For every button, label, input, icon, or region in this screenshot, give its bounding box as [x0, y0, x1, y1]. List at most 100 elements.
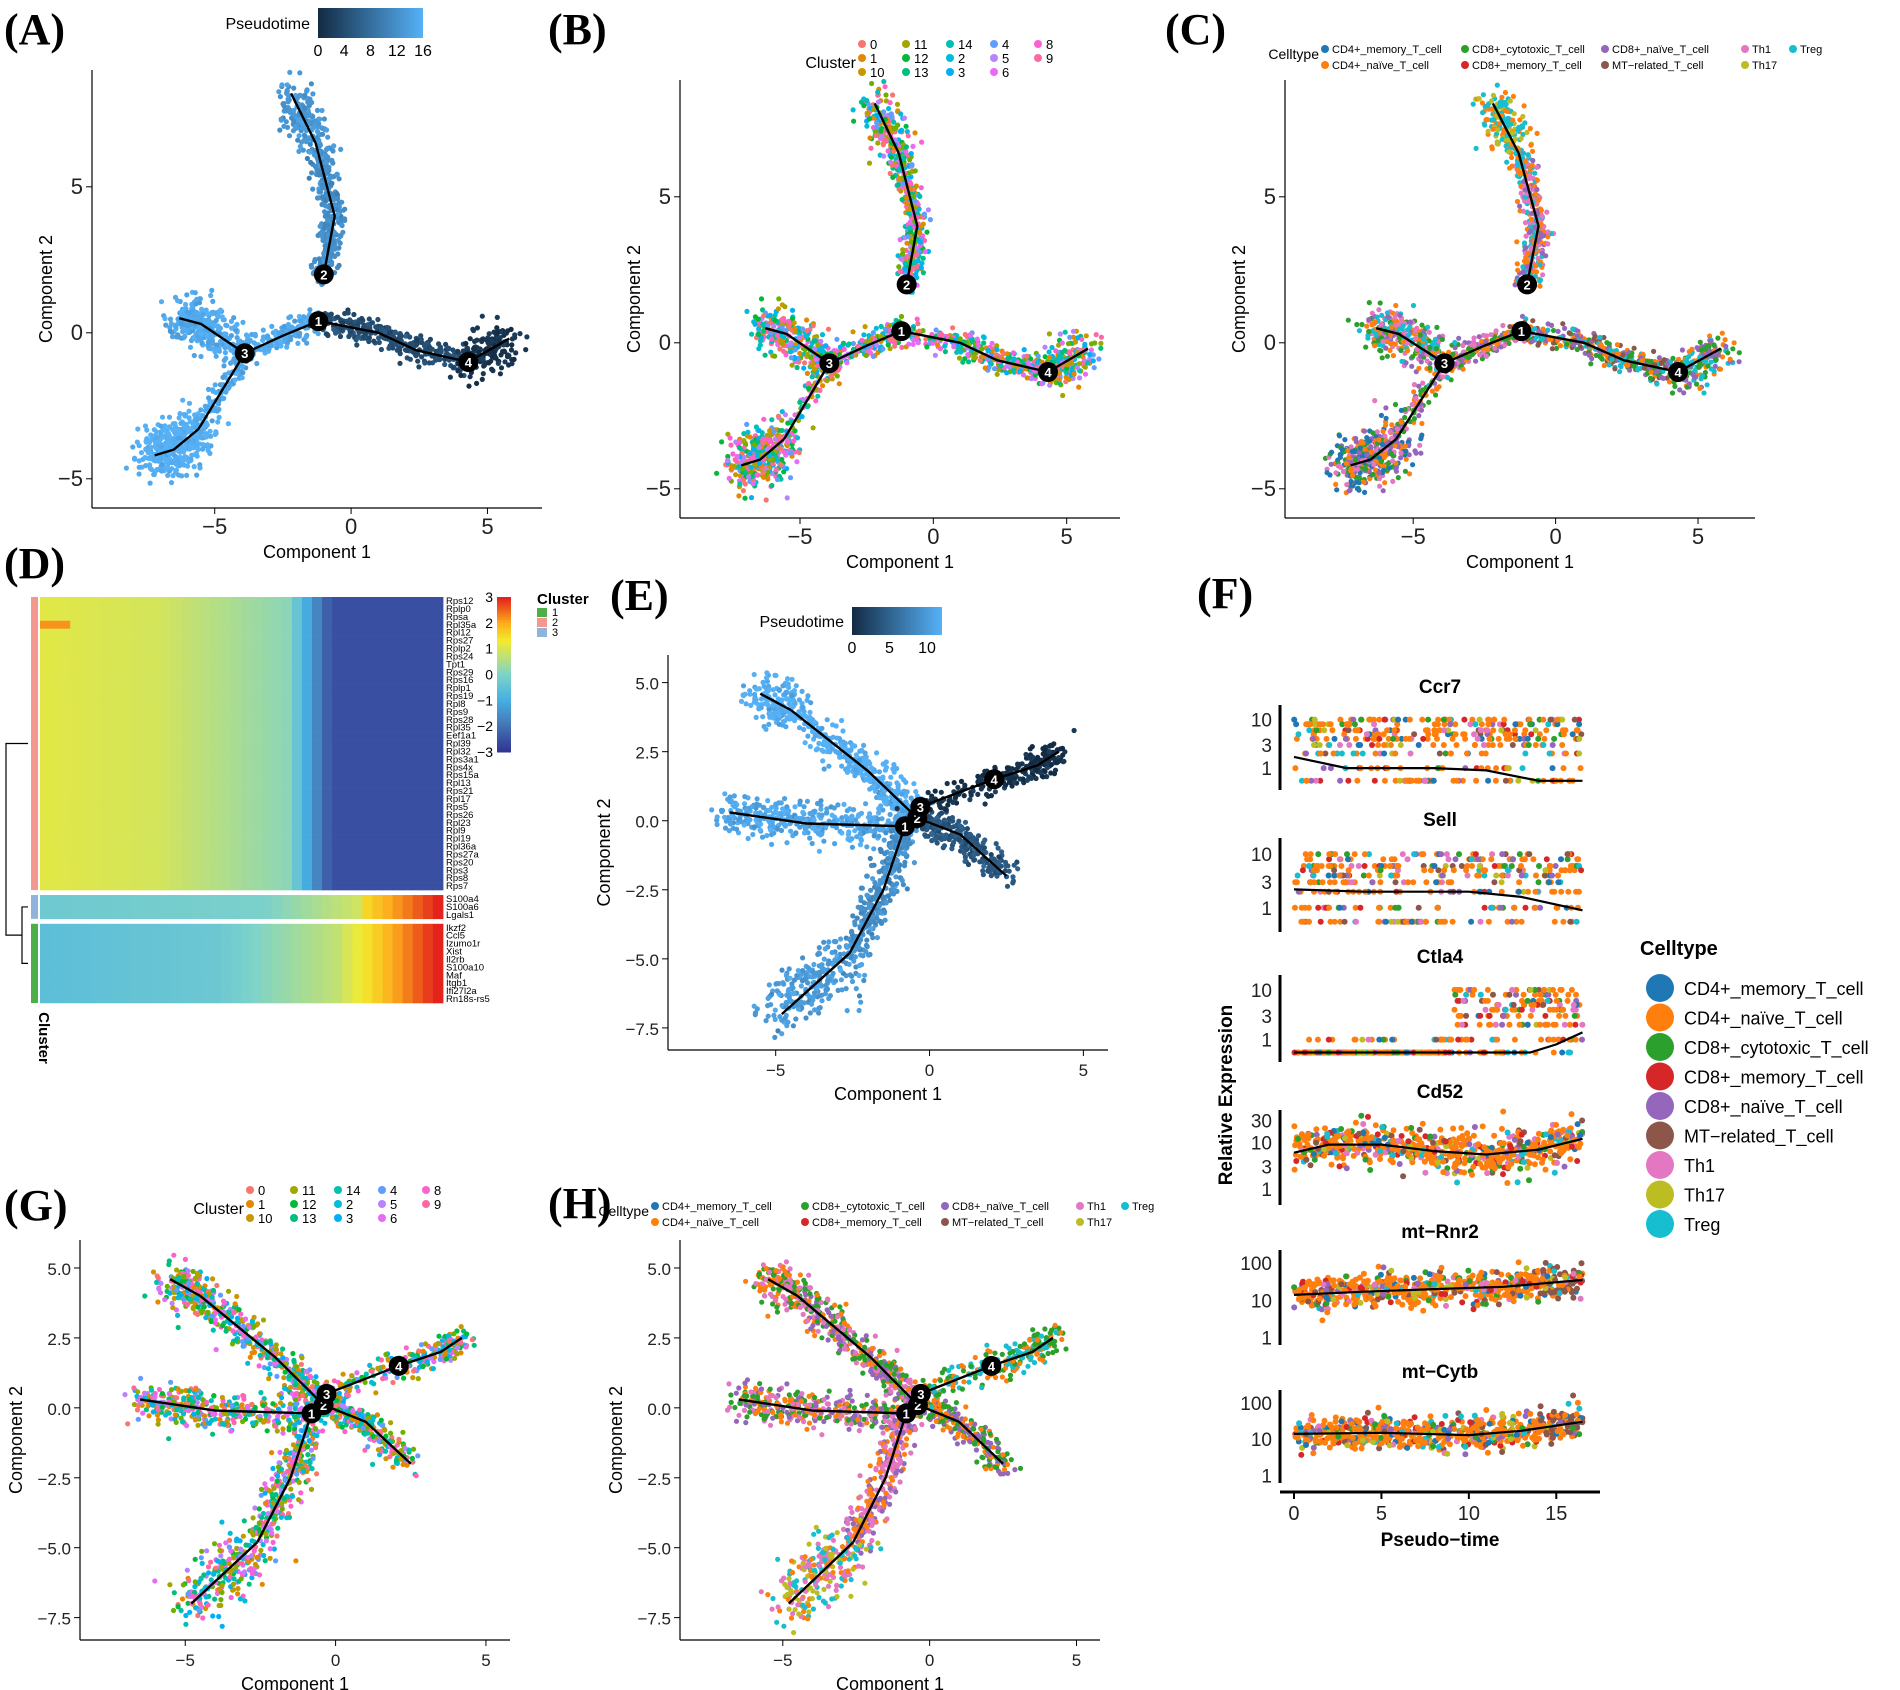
cell-point — [186, 408, 192, 414]
cell-point — [1375, 338, 1381, 344]
cell-point — [205, 311, 211, 317]
cell-point — [756, 326, 762, 332]
cell-point — [178, 321, 184, 327]
cell-point — [240, 319, 246, 325]
cell-point — [898, 313, 905, 320]
cell-point — [1425, 324, 1431, 330]
cell-point — [298, 322, 305, 328]
cell-point — [914, 316, 920, 322]
cell-point — [212, 323, 218, 329]
panel-label: (D) — [4, 539, 65, 588]
cell-point — [302, 133, 308, 139]
cell-point — [336, 176, 342, 182]
cell-point — [205, 339, 211, 345]
cell-point — [889, 114, 895, 120]
cell-point — [199, 435, 205, 441]
cell-point — [1390, 458, 1396, 464]
cell-point — [892, 125, 899, 131]
cell-point — [220, 396, 226, 402]
panel-label: (G) — [4, 1181, 68, 1230]
cell-point — [1005, 355, 1011, 362]
cell-point — [1357, 445, 1363, 451]
cell-point — [209, 287, 215, 293]
x-tick-label: −5 — [202, 514, 227, 539]
cell-point — [719, 439, 725, 445]
cell-point — [900, 251, 906, 257]
cell-point — [280, 101, 286, 107]
cell-point — [159, 435, 165, 441]
cell-point — [240, 364, 246, 370]
cell-point — [994, 347, 1000, 353]
cell-point — [1374, 429, 1380, 435]
cell-point — [903, 123, 909, 129]
cell-point — [1349, 473, 1356, 479]
cell-point — [1021, 347, 1027, 353]
cell-point — [1369, 310, 1375, 316]
cell-point — [761, 416, 767, 422]
cell-point — [871, 106, 877, 113]
cell-point — [736, 444, 742, 451]
cell-point — [151, 427, 157, 433]
cell-point — [470, 327, 477, 334]
cell-point — [1039, 381, 1045, 387]
cell-point — [908, 151, 914, 157]
cell-point — [731, 463, 737, 469]
branch-node-label: 3 — [241, 346, 248, 361]
cell-point — [1098, 334, 1104, 340]
cell-point — [232, 324, 238, 330]
cell-point — [792, 347, 798, 353]
cell-point — [787, 450, 794, 456]
cell-point — [1004, 370, 1010, 376]
cell-point — [1065, 341, 1072, 347]
x-tick-label: −5 — [1401, 524, 1426, 549]
cell-point — [254, 360, 260, 367]
cell-point — [281, 323, 287, 329]
cell-point — [155, 439, 161, 445]
cell-point — [274, 341, 280, 348]
cell-point — [198, 429, 204, 435]
cell-point — [509, 361, 515, 367]
cell-point — [345, 310, 351, 316]
cell-point — [741, 438, 747, 444]
cell-point — [1426, 399, 1432, 405]
cell-point — [752, 314, 759, 320]
cell-point — [977, 358, 983, 364]
cell-point — [889, 162, 895, 168]
cell-point — [504, 354, 511, 360]
cell-point — [813, 398, 819, 404]
cell-point — [287, 69, 293, 75]
branch-node-label: 2 — [903, 277, 910, 292]
cell-point — [173, 461, 179, 467]
cell-point — [340, 229, 346, 235]
cell-point — [864, 110, 870, 116]
cell-point — [194, 472, 200, 478]
cell-point — [319, 125, 325, 131]
cell-point — [797, 350, 803, 356]
cell-point — [820, 383, 826, 389]
cell-point — [1372, 398, 1378, 404]
cell-point — [1493, 328, 1499, 334]
cell-point — [1355, 466, 1361, 472]
cell-point — [225, 421, 231, 427]
cell-point — [1363, 344, 1369, 350]
cell-point — [285, 96, 291, 102]
cell-point — [215, 401, 222, 407]
cell-point — [864, 123, 870, 129]
cell-point — [184, 472, 190, 478]
cell-point — [492, 355, 498, 361]
cell-point — [899, 344, 905, 350]
cell-point — [1098, 340, 1104, 346]
cell-point — [747, 450, 753, 456]
cell-point — [316, 189, 322, 195]
cell-point — [810, 425, 816, 431]
cell-point — [1070, 328, 1076, 334]
cell-point — [900, 181, 906, 187]
cell-point — [812, 366, 818, 372]
cell-point — [171, 441, 177, 447]
cell-point — [1394, 426, 1400, 432]
cell-point — [292, 124, 298, 130]
cell-point — [760, 321, 766, 327]
cell-point — [878, 128, 884, 134]
cell-point — [1419, 432, 1425, 438]
